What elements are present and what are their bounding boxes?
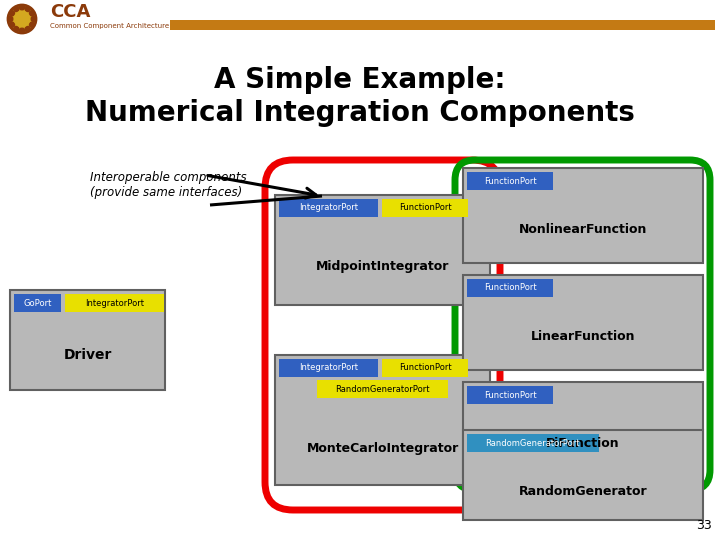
Text: FunctionPort: FunctionPort — [399, 204, 451, 213]
Circle shape — [9, 22, 14, 27]
Circle shape — [8, 5, 36, 33]
Text: A Simple Example:: A Simple Example: — [215, 66, 505, 94]
Circle shape — [25, 26, 30, 31]
Bar — [317, 380, 449, 398]
Bar — [382, 359, 468, 377]
Text: RandomGeneratorPort: RandomGeneratorPort — [485, 438, 580, 448]
Bar — [467, 172, 553, 190]
Text: FunctionPort: FunctionPort — [484, 284, 536, 293]
Bar — [467, 386, 553, 404]
Bar — [275, 355, 490, 485]
Circle shape — [14, 11, 30, 26]
Bar — [463, 382, 703, 477]
Bar — [14, 294, 61, 312]
Circle shape — [8, 17, 13, 22]
Text: CCA: CCA — [50, 3, 91, 21]
Bar — [467, 279, 553, 297]
Text: FunctionPort: FunctionPort — [484, 177, 536, 186]
Text: IntegratorPort: IntegratorPort — [299, 204, 358, 213]
Text: FunctionPort: FunctionPort — [399, 363, 451, 373]
Text: FunctionPort: FunctionPort — [484, 390, 536, 400]
Circle shape — [9, 11, 14, 16]
Bar — [467, 434, 598, 452]
Text: MidpointIntegrator: MidpointIntegrator — [316, 260, 449, 273]
Text: RandomGenerator: RandomGenerator — [518, 485, 647, 498]
Text: NonlinearFunction: NonlinearFunction — [519, 223, 647, 237]
Text: RandomGeneratorPort: RandomGeneratorPort — [336, 384, 430, 394]
Circle shape — [30, 11, 35, 16]
Text: PiFunction: PiFunction — [546, 437, 620, 450]
Bar — [10, 290, 165, 390]
Text: IntegratorPort: IntegratorPort — [299, 363, 358, 373]
Text: Driver: Driver — [63, 348, 112, 362]
Text: Interoperable components
(provide same interfaces): Interoperable components (provide same i… — [90, 171, 247, 199]
Bar — [463, 168, 703, 263]
Text: LinearFunction: LinearFunction — [531, 330, 635, 343]
Text: IntegratorPort: IntegratorPort — [85, 299, 144, 307]
Circle shape — [31, 17, 36, 22]
Bar — [463, 275, 703, 370]
Bar — [275, 195, 490, 305]
Circle shape — [30, 22, 35, 27]
Circle shape — [14, 6, 19, 11]
Circle shape — [14, 26, 19, 31]
Circle shape — [19, 5, 24, 10]
Circle shape — [25, 6, 30, 11]
Text: Numerical Integration Components: Numerical Integration Components — [85, 99, 635, 127]
Text: Common Component Architecture: Common Component Architecture — [50, 23, 169, 29]
Bar — [170, 20, 715, 30]
Bar — [65, 294, 164, 312]
Text: MonteCarloIntegrator: MonteCarloIntegrator — [307, 442, 459, 455]
Text: GoPort: GoPort — [23, 299, 52, 307]
Bar — [0, 0, 720, 38]
Bar — [463, 430, 703, 520]
Bar — [279, 199, 378, 217]
Bar — [279, 359, 378, 377]
Circle shape — [19, 28, 24, 33]
Text: 33: 33 — [696, 519, 712, 532]
Bar — [382, 199, 468, 217]
